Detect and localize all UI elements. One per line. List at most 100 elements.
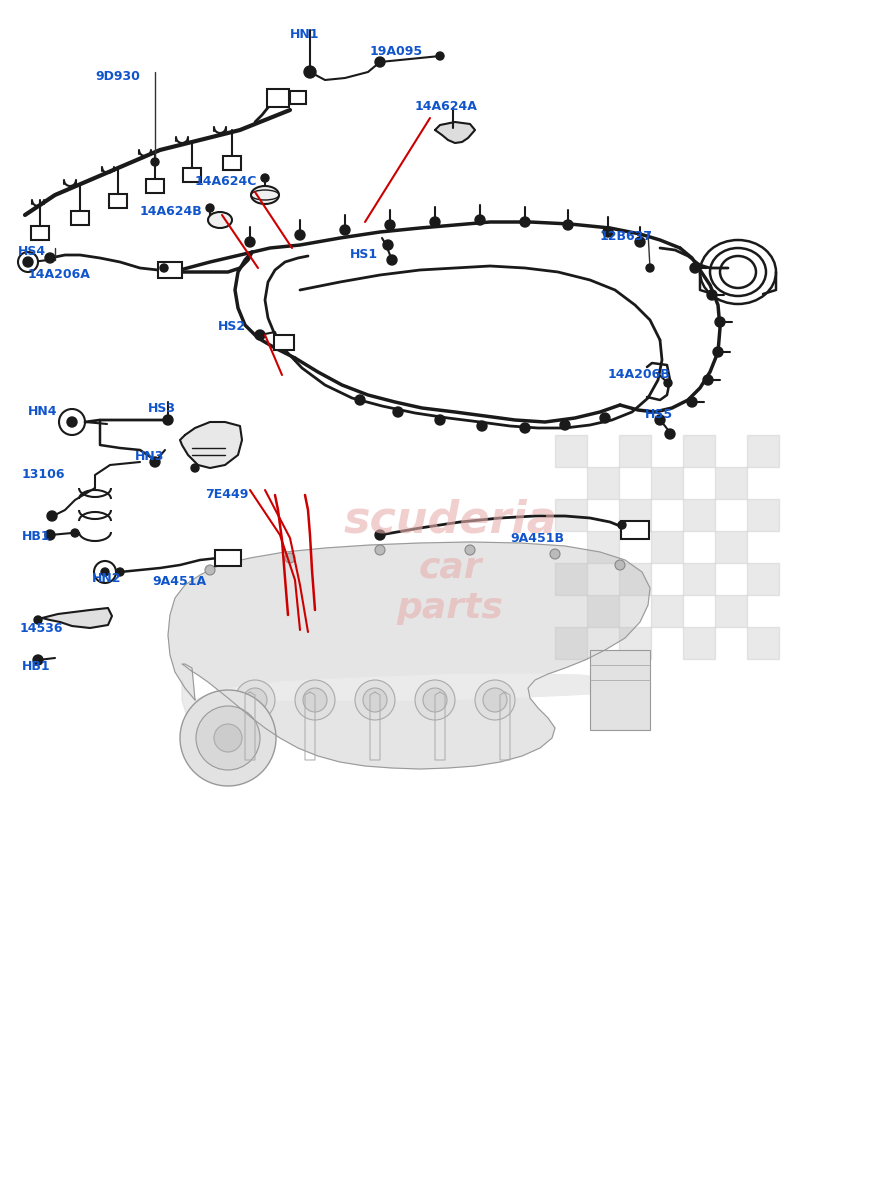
Bar — [587, 467, 618, 499]
Circle shape — [196, 706, 260, 770]
Text: 9A451B: 9A451B — [509, 532, 563, 545]
FancyBboxPatch shape — [589, 650, 649, 730]
FancyBboxPatch shape — [182, 168, 201, 182]
Circle shape — [464, 545, 474, 554]
Circle shape — [560, 420, 569, 430]
Text: scuderia: scuderia — [342, 498, 556, 541]
Circle shape — [191, 464, 199, 472]
Bar — [650, 595, 682, 626]
FancyBboxPatch shape — [146, 179, 164, 193]
Bar — [746, 434, 778, 467]
Text: 14A624A: 14A624A — [415, 100, 477, 113]
Circle shape — [654, 415, 664, 425]
Ellipse shape — [208, 212, 232, 228]
Text: HS4: HS4 — [18, 245, 46, 258]
Bar — [554, 499, 587, 530]
Circle shape — [303, 66, 315, 78]
FancyBboxPatch shape — [109, 194, 127, 208]
Circle shape — [206, 204, 214, 212]
Bar — [746, 626, 778, 659]
Text: 14A206B: 14A206B — [607, 368, 670, 382]
Text: 19A095: 19A095 — [369, 44, 422, 58]
Circle shape — [415, 680, 454, 720]
Circle shape — [474, 680, 514, 720]
FancyBboxPatch shape — [215, 550, 241, 566]
FancyBboxPatch shape — [71, 211, 89, 226]
Text: 9D930: 9D930 — [95, 70, 140, 83]
Circle shape — [362, 688, 387, 712]
Circle shape — [295, 680, 335, 720]
Text: 12B637: 12B637 — [600, 230, 653, 242]
Circle shape — [149, 457, 160, 467]
Circle shape — [600, 413, 609, 422]
Circle shape — [45, 530, 55, 540]
Circle shape — [101, 568, 109, 576]
Text: parts: parts — [396, 590, 503, 625]
Circle shape — [34, 616, 42, 624]
Circle shape — [375, 530, 385, 540]
Text: HS2: HS2 — [218, 320, 246, 332]
Circle shape — [163, 415, 173, 425]
Circle shape — [59, 409, 85, 434]
Bar — [714, 467, 746, 499]
Circle shape — [355, 395, 365, 404]
FancyBboxPatch shape — [274, 335, 294, 349]
Bar — [587, 530, 618, 563]
Circle shape — [482, 688, 507, 712]
Text: HB1: HB1 — [22, 660, 50, 673]
Circle shape — [614, 560, 624, 570]
Text: 14A624B: 14A624B — [140, 205, 202, 218]
Circle shape — [245, 236, 255, 247]
Circle shape — [702, 374, 713, 385]
Circle shape — [160, 264, 168, 272]
Circle shape — [24, 258, 32, 266]
Bar — [587, 595, 618, 626]
Circle shape — [562, 220, 573, 230]
Circle shape — [151, 158, 159, 166]
Circle shape — [375, 56, 385, 67]
Text: HN1: HN1 — [289, 28, 319, 41]
Polygon shape — [42, 608, 112, 628]
Text: HN2: HN2 — [92, 572, 122, 584]
FancyBboxPatch shape — [620, 521, 648, 539]
Circle shape — [214, 724, 242, 752]
Circle shape — [617, 521, 626, 529]
FancyBboxPatch shape — [222, 156, 241, 170]
Ellipse shape — [251, 186, 279, 204]
Circle shape — [385, 220, 395, 230]
Circle shape — [664, 428, 674, 439]
Circle shape — [520, 217, 529, 227]
Bar — [682, 626, 714, 659]
Text: 7E449: 7E449 — [205, 488, 248, 502]
Text: 13106: 13106 — [22, 468, 65, 481]
Circle shape — [520, 422, 529, 433]
Circle shape — [235, 680, 275, 720]
Bar — [650, 467, 682, 499]
Circle shape — [33, 655, 43, 665]
Bar — [746, 499, 778, 530]
Circle shape — [71, 529, 79, 538]
Bar — [554, 563, 587, 595]
Circle shape — [355, 680, 395, 720]
Text: HB1: HB1 — [22, 530, 50, 542]
Circle shape — [375, 545, 385, 554]
Circle shape — [602, 227, 613, 236]
Text: HN4: HN4 — [28, 404, 57, 418]
Circle shape — [340, 226, 349, 235]
Text: HS1: HS1 — [349, 248, 378, 260]
Text: 14A624C: 14A624C — [195, 175, 257, 188]
Circle shape — [47, 511, 57, 521]
Bar — [554, 434, 587, 467]
Bar — [682, 563, 714, 595]
Circle shape — [422, 688, 447, 712]
Circle shape — [67, 416, 77, 427]
Circle shape — [687, 397, 696, 407]
Circle shape — [663, 379, 671, 386]
Polygon shape — [195, 674, 641, 700]
Circle shape — [713, 347, 722, 358]
Circle shape — [116, 568, 124, 576]
Circle shape — [242, 688, 267, 712]
Circle shape — [549, 550, 560, 559]
Bar — [682, 499, 714, 530]
Text: 9A451A: 9A451A — [152, 575, 206, 588]
